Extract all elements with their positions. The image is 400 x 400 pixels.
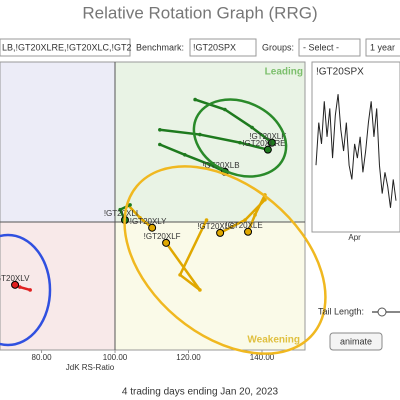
tail-label: Tail Length: [318,306,364,316]
tail-point [178,273,182,277]
x-tick-label: 80.00 [32,353,53,362]
annotation-ellipse [0,233,52,347]
benchmark-label: Benchmark: [136,42,184,52]
tail-point [138,215,142,220]
groups-text: - Select - [303,42,339,52]
tail [159,143,226,173]
head-point [263,145,272,154]
groups-select[interactable] [298,38,361,57]
tail-point [223,107,227,112]
footer: 4 trading days ending Jan 20, 2023 [122,387,279,398]
tail-point [238,140,242,145]
series-label: !GT20XLF [144,232,181,241]
head-point [11,280,20,289]
leading-label: Leading [265,67,303,78]
plot-frame [0,61,306,351]
tail-point [253,213,257,217]
tail-point [128,203,132,207]
period-text: 1 year [370,42,395,52]
series-label: !GT20XLC [197,222,235,231]
symbols-input[interactable] [0,38,131,57]
tail-point [193,97,197,102]
groups-label: Groups: [262,42,294,52]
period-select[interactable] [365,38,400,57]
head-point [162,238,171,247]
mini-x-label: Apr [348,233,361,242]
page-title: Relative Rotation Graph (RRG) [82,3,317,22]
tail-point [204,218,209,222]
animate-text: animate [340,336,372,346]
tail-point [158,127,162,132]
tail-point [198,132,202,137]
x-tick-label: 120.00 [176,353,201,362]
tail-point [208,162,212,167]
tail-point [250,125,254,130]
series-label: !GT20XLE [225,221,262,230]
head-point [148,223,157,232]
x-axis-label: JdK RS-Ratio [66,363,115,372]
series-label: !GT20XLB [202,161,239,170]
series-label: !GT20XLV [0,274,30,283]
benchmark-panel [311,61,400,233]
tail-point [118,207,122,212]
series-label: !GT20XLI [104,209,138,218]
animate-button[interactable] [329,332,383,351]
annotation-ellipse [192,98,288,178]
slider-thumb[interactable] [377,307,387,317]
head-point [244,227,253,236]
head-point [216,228,225,237]
x-tick-label: 100.00 [103,353,128,362]
series-label: !GT20XLRE [242,139,285,148]
tail-point [183,153,187,157]
series-label: !GT20XLK [249,132,287,141]
quadrant-weakening [115,222,305,350]
tail-point [198,288,202,292]
quadrant-improving [0,62,115,222]
tail [159,128,269,151]
annotation-ellipse [123,165,327,355]
tail-point [243,218,247,222]
benchmark-text: !GT20SPX [193,42,236,52]
tail-point [158,142,162,147]
tail [165,219,208,291]
benchmark-line [315,94,397,208]
series-label: !GT20XLY [130,217,167,226]
tail-point [28,288,32,292]
symbols-text: LB,!GT20XLRE,!GT20XLC,!GT2 [2,42,132,52]
mini-title: !GT20SPX [316,67,364,78]
x-tick-label: 140.00 [250,353,275,362]
weakening-label: Weakening [247,335,300,346]
benchmark-input[interactable] [189,38,257,57]
head-point [267,138,276,147]
tail-point [18,285,22,289]
